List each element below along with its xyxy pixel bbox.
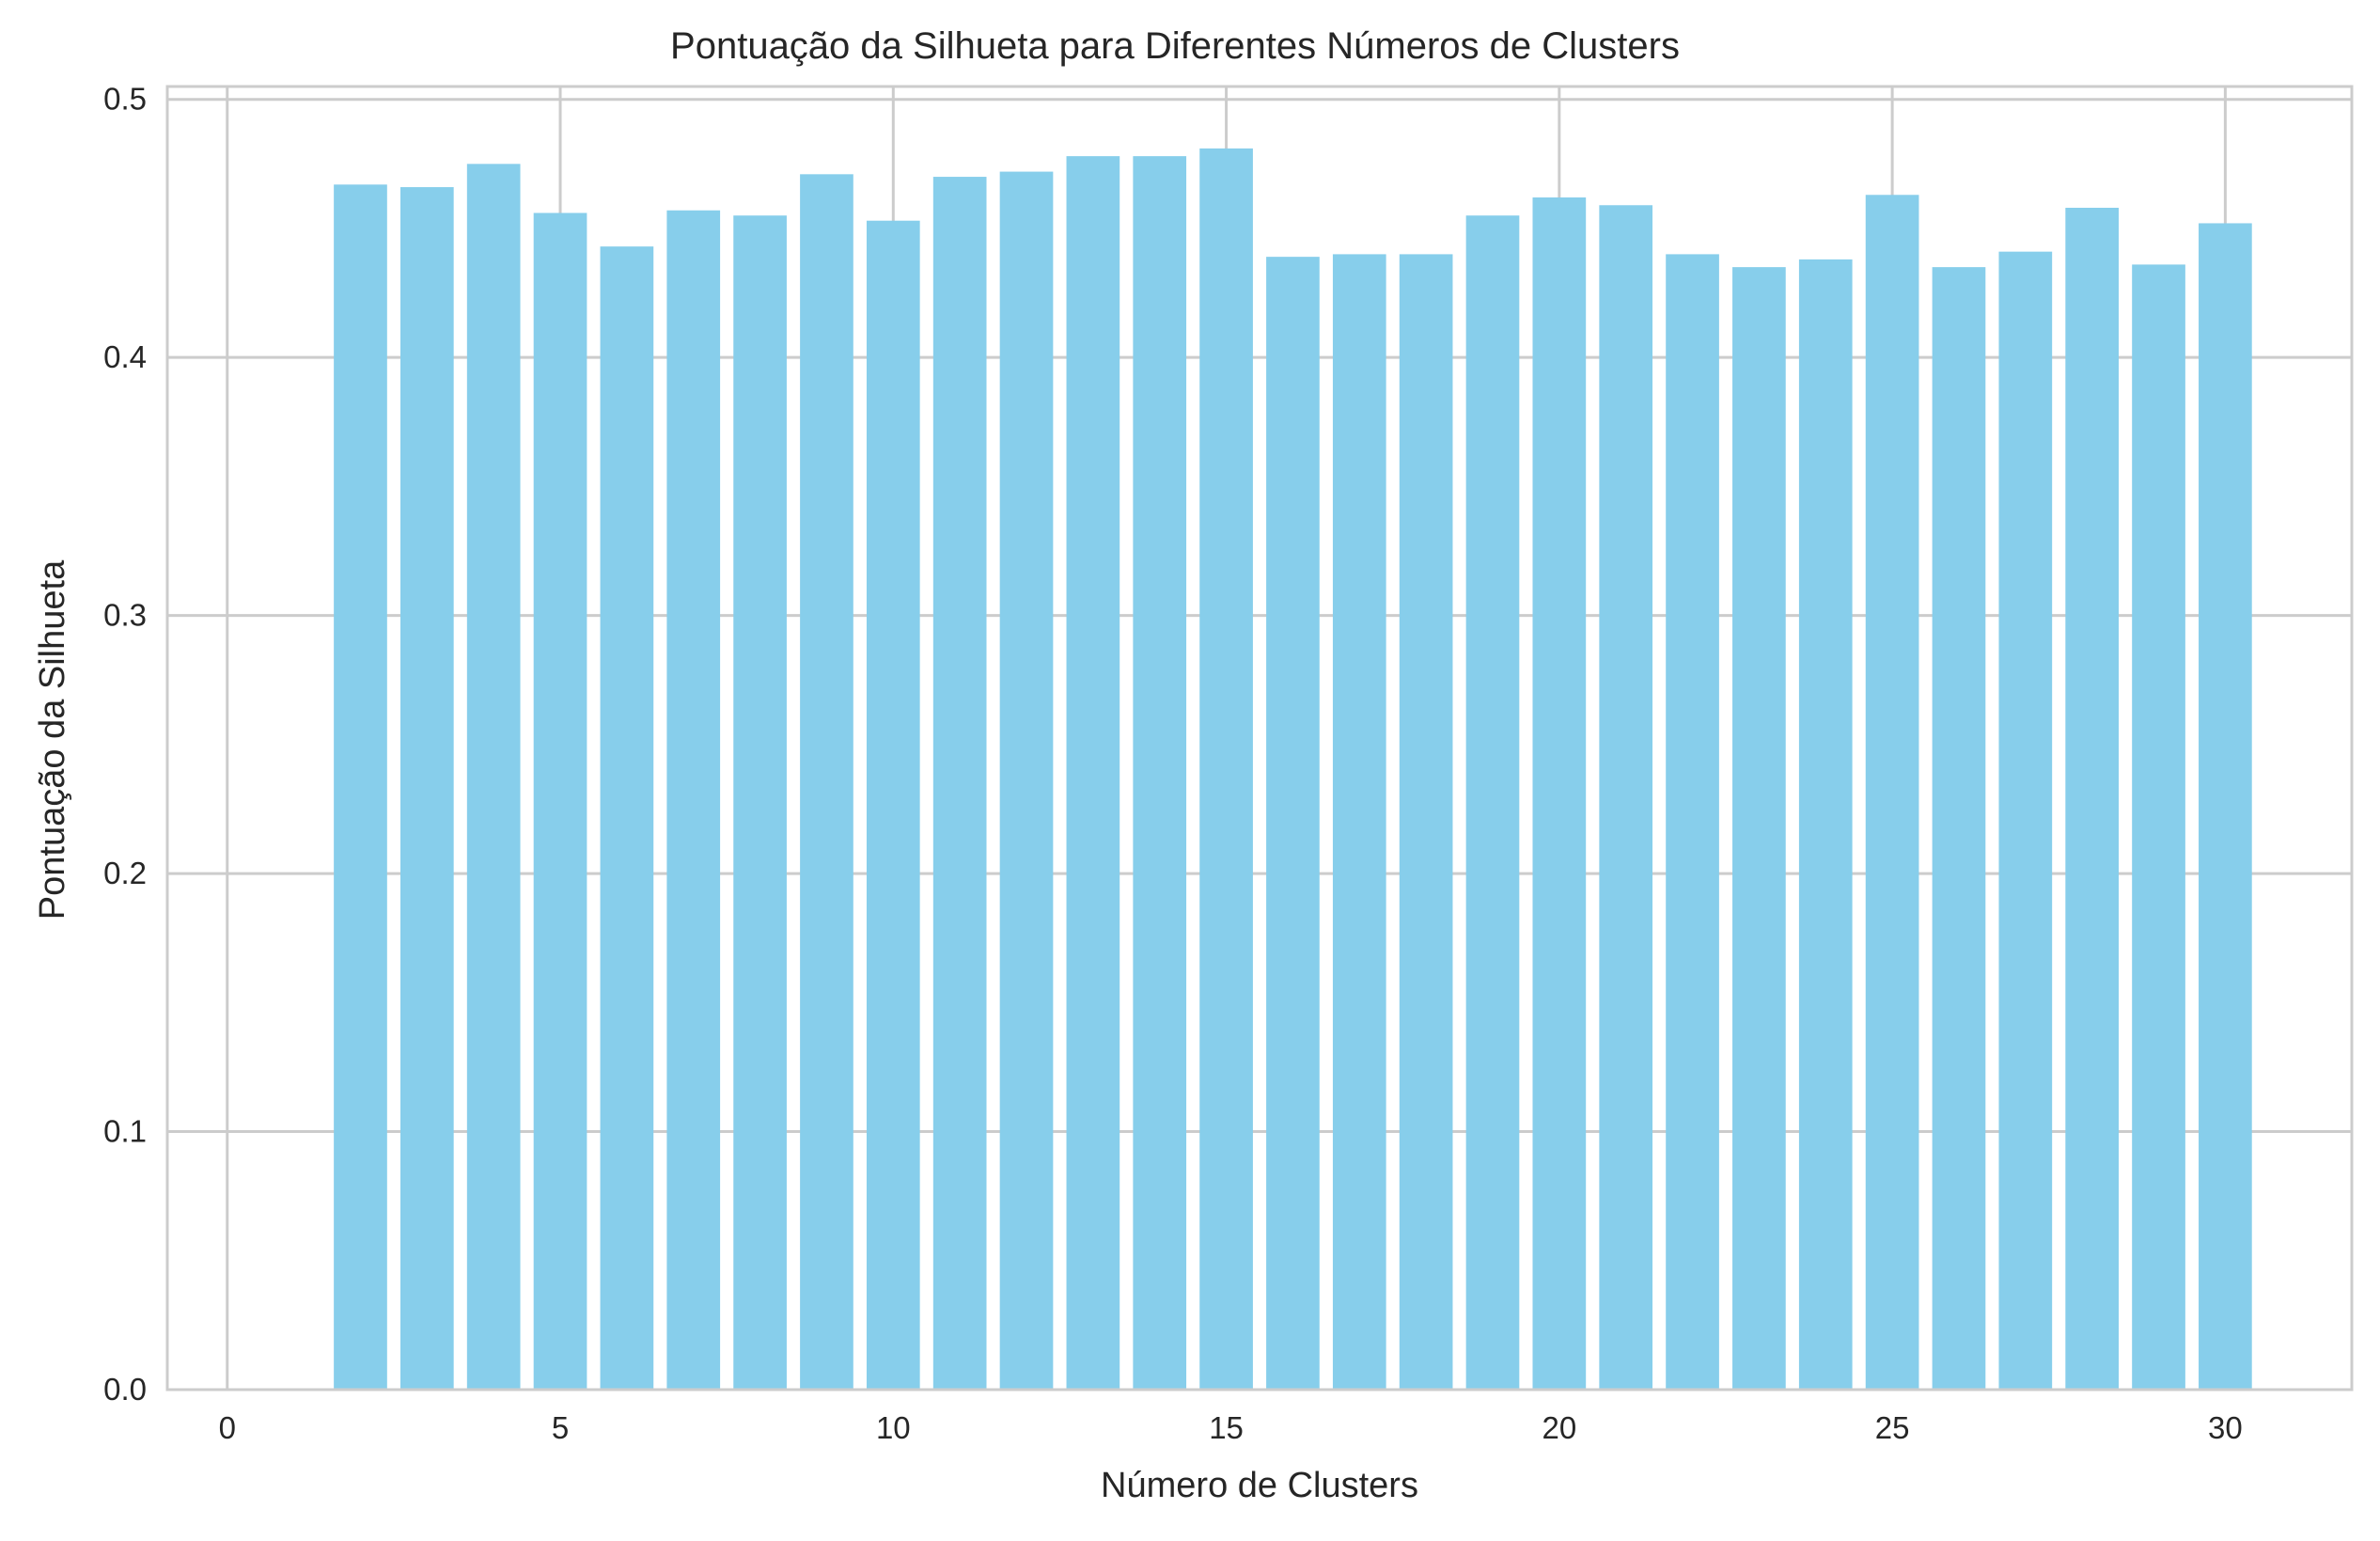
x-tick-label: 25 (1875, 1410, 1910, 1445)
x-tick-label: 30 (2208, 1410, 2243, 1445)
x-axis-label: Número de Clusters (1101, 1466, 1418, 1505)
y-tick-label: 0.5 (103, 82, 147, 117)
bar (2065, 207, 2120, 1391)
bar (1532, 197, 1587, 1390)
y-axis-label: Pontuação da Silhueta (33, 559, 72, 920)
y-tick-label: 0.0 (103, 1372, 147, 1407)
bar (399, 187, 454, 1391)
x-tick-label: 20 (1542, 1410, 1576, 1445)
y-tick-label: 0.2 (103, 856, 147, 890)
tick-labels: 0.0 0.1 0.2 0.3 0.4 0.5 0 5 10 15 20 25 30 (103, 82, 2243, 1445)
bar (1133, 156, 1187, 1390)
bar (1798, 259, 1853, 1391)
bar (1865, 195, 1919, 1391)
bar (1666, 254, 1719, 1391)
bar (1599, 205, 1653, 1390)
bar (1332, 254, 1386, 1391)
bar (999, 171, 1054, 1390)
bars (334, 148, 2252, 1391)
bar (600, 246, 654, 1391)
bar (1199, 148, 1253, 1391)
bar (533, 212, 587, 1391)
bar (866, 220, 920, 1391)
bar (932, 177, 987, 1390)
y-tick-label: 0.3 (103, 598, 147, 633)
x-tick-label: 15 (1209, 1410, 1244, 1445)
bar (1732, 267, 1786, 1391)
bar (800, 174, 853, 1391)
bar (1465, 215, 1520, 1390)
bar (1998, 251, 2053, 1390)
bar (2199, 223, 2252, 1390)
bar (1066, 156, 1120, 1390)
bar (1932, 267, 1986, 1391)
y-tick-label: 0.4 (103, 339, 147, 374)
bar (2132, 264, 2185, 1390)
x-tick-label: 10 (876, 1410, 911, 1445)
chart-title: Pontuação da Silhueta para Diferentes Nú… (670, 25, 1680, 67)
bar (1399, 254, 1453, 1391)
bar (334, 184, 387, 1390)
plot-frame (165, 85, 2354, 1392)
x-tick-label: 0 (219, 1410, 236, 1445)
x-tick-label: 5 (552, 1410, 569, 1445)
bar (666, 210, 721, 1390)
bar (466, 164, 521, 1390)
bar (1266, 257, 1320, 1390)
y-tick-label: 0.1 (103, 1114, 147, 1149)
bar (733, 215, 787, 1390)
